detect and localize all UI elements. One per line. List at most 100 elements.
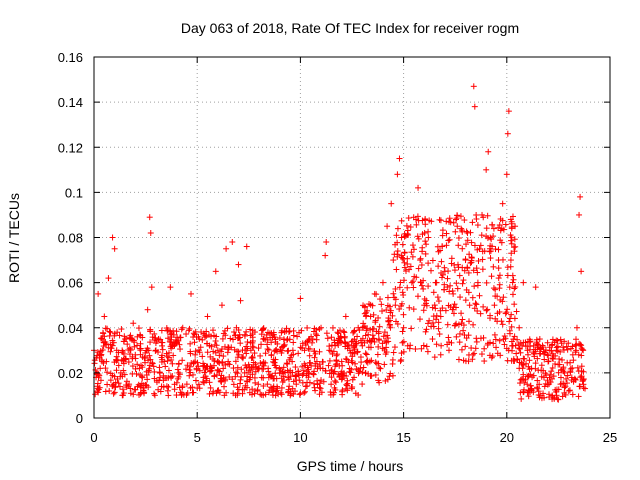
data-point: [192, 348, 199, 355]
data-point: [370, 325, 377, 332]
data-point: [418, 261, 425, 268]
data-point: [191, 339, 198, 346]
data-point: [176, 341, 183, 348]
data-point: [108, 345, 115, 352]
data-point: [299, 340, 306, 347]
data-point: [524, 347, 531, 354]
data-point: [201, 362, 208, 369]
data-point: [514, 336, 521, 343]
data-point: [233, 369, 240, 376]
data-point: [271, 375, 278, 382]
data-point: [111, 359, 118, 366]
chart-title: Day 063 of 2018, Rate Of TEC Index for r…: [181, 20, 519, 36]
data-point: [287, 373, 294, 380]
data-point: [290, 327, 297, 334]
data-point: [264, 381, 271, 388]
data-point: [326, 370, 333, 377]
data-point: [145, 347, 152, 354]
data-point: [147, 229, 154, 236]
data-point: [363, 358, 370, 365]
data-point: [439, 271, 446, 278]
data-point: [477, 310, 484, 317]
data-point: [301, 388, 308, 395]
data-point: [544, 351, 551, 358]
data-point: [407, 263, 414, 270]
data-point: [304, 382, 311, 389]
data-point: [422, 328, 429, 335]
data-point: [306, 379, 313, 386]
data-point: [567, 368, 574, 375]
data-point: [444, 275, 451, 282]
data-point: [459, 245, 466, 252]
data-point: [262, 350, 269, 357]
y-axis-label: ROTI / TECUs: [6, 193, 22, 283]
data-point: [203, 333, 210, 340]
data-point: [490, 285, 497, 292]
data-point: [252, 379, 259, 386]
data-point: [310, 370, 317, 377]
data-point: [425, 283, 432, 290]
data-point: [216, 368, 223, 375]
data-point: [363, 309, 370, 316]
data-point: [120, 350, 127, 357]
data-point: [247, 347, 254, 354]
data-point: [546, 347, 553, 354]
data-point: [105, 275, 112, 282]
data-point: [371, 338, 378, 345]
data-point: [487, 255, 494, 262]
data-point: [507, 315, 514, 322]
data-point: [439, 232, 446, 239]
data-point: [188, 290, 195, 297]
data-point: [214, 358, 221, 365]
data-point: [399, 339, 406, 346]
data-point: [433, 279, 440, 286]
data-point: [258, 327, 265, 334]
data-point: [394, 239, 401, 246]
data-point: [322, 252, 329, 259]
data-point: [452, 304, 459, 311]
data-point: [283, 360, 290, 367]
data-point: [546, 374, 553, 381]
data-point: [473, 335, 480, 342]
data-point: [387, 307, 394, 314]
data-point: [528, 386, 535, 393]
data-point: [351, 374, 358, 381]
data-point: [401, 259, 408, 266]
data-point: [218, 348, 225, 355]
data-point: [354, 333, 361, 340]
y-tick-label: 0.12: [58, 140, 83, 155]
data-point: [469, 351, 476, 358]
data-point: [201, 332, 208, 339]
data-point: [382, 377, 389, 384]
data-point: [109, 337, 116, 344]
data-point: [516, 324, 523, 331]
data-point: [497, 237, 504, 244]
data-point: [477, 242, 484, 249]
data-point: [565, 387, 572, 394]
data-point: [169, 360, 176, 367]
data-point: [249, 391, 256, 398]
data-point: [196, 385, 203, 392]
data-point: [336, 337, 343, 344]
data-point: [384, 294, 391, 301]
data-point: [575, 368, 582, 375]
data-point: [97, 365, 104, 372]
data-point: [159, 339, 166, 346]
data-point: [376, 379, 383, 386]
data-point: [379, 340, 386, 347]
data-point: [488, 273, 495, 280]
data-point: [580, 385, 587, 392]
data-point: [217, 375, 224, 382]
data-point: [311, 354, 318, 361]
data-point: [567, 345, 574, 352]
data-point: [347, 350, 354, 357]
data-point: [487, 339, 494, 346]
data-point: [398, 217, 405, 224]
data-point: [134, 333, 141, 340]
data-point: [519, 365, 526, 372]
data-point: [576, 340, 583, 347]
data-point: [237, 380, 244, 387]
data-point: [110, 381, 117, 388]
y-tick-label: 0.02: [58, 366, 83, 381]
data-point: [406, 266, 413, 273]
